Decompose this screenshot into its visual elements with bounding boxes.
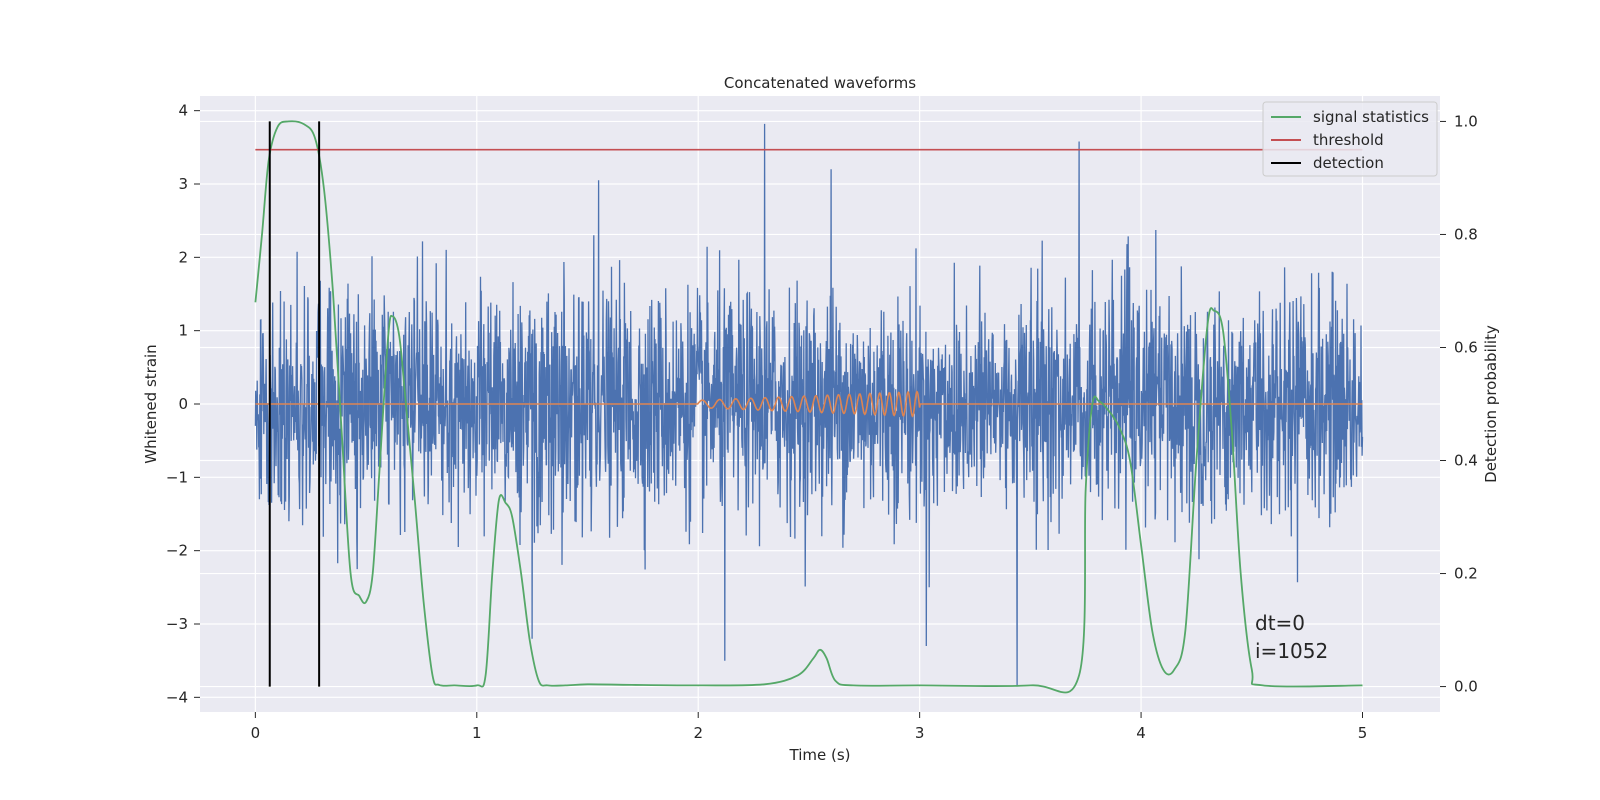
y2-axis-ticks: 0.0 0.2 0.4 0.6 0.8 1.0 [1440, 112, 1478, 696]
y2-axis-label: Detection probability [1482, 325, 1500, 483]
noise-series [254, 123, 1364, 687]
x-tick-label-4: 4 [1136, 724, 1146, 742]
x-tick-label-0: 0 [251, 724, 261, 742]
y2-tick-label-3: 0.6 [1454, 338, 1478, 356]
y-tick-label-5: 1 [178, 322, 188, 340]
y2-tick-label-1: 0.2 [1454, 565, 1478, 583]
annotation-dt: dt=0 [1255, 611, 1305, 635]
y-tick-label-3: −1 [166, 468, 188, 486]
y2-tick-label-2: 0.4 [1454, 452, 1478, 470]
x-tick-label-1: 1 [472, 724, 482, 742]
x-axis-ticks: 0 1 2 3 4 5 [251, 712, 1368, 742]
injection-series [255, 390, 1363, 418]
detection-series [268, 121, 321, 687]
injection-line [255, 390, 1363, 418]
y-tick-label-8: 4 [178, 102, 188, 120]
legend-box [1262, 101, 1438, 177]
signal-statistics-line [254, 120, 1363, 694]
legend: signal statistics threshold detection [1262, 101, 1438, 177]
signal-statistics-series [254, 120, 1363, 694]
y-tick-label-2: −2 [166, 542, 188, 560]
chart-title: Concatenated waveforms [724, 74, 916, 92]
x-axis-label: Time (s) [789, 746, 851, 764]
legend-detection-label: detection [1313, 154, 1384, 172]
y-tick-label-4: 0 [178, 395, 188, 413]
x-tick-label-3: 3 [915, 724, 925, 742]
y-axis-ticks: −4 −3 −2 −1 0 1 2 3 4 [166, 102, 200, 706]
legend-threshold-label: threshold [1313, 131, 1384, 149]
y-tick-label-6: 2 [178, 248, 188, 266]
x-tick-label-2: 2 [693, 724, 703, 742]
y2-tick-label-5: 1.0 [1454, 112, 1478, 130]
y-axis-label: Whitened strain [142, 344, 160, 463]
y-tick-label-0: −4 [166, 688, 188, 706]
annotation-i: i=1052 [1255, 639, 1328, 663]
y-tick-label-1: −3 [166, 615, 188, 633]
x-tick-label-5: 5 [1358, 724, 1368, 742]
legend-signal-statistics-label: signal statistics [1313, 108, 1429, 126]
noise-line [254, 123, 1364, 687]
y2-tick-label-0: 0.0 [1454, 678, 1478, 696]
y-tick-label-7: 3 [178, 175, 188, 193]
y2-tick-label-4: 0.8 [1454, 225, 1478, 243]
